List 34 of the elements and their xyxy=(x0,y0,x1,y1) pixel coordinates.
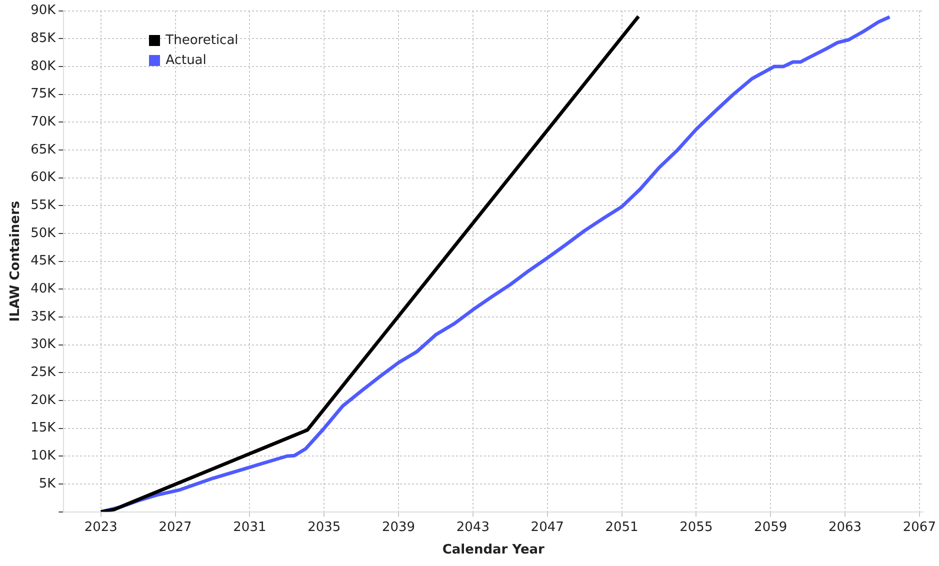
y-tick-label: 10K xyxy=(30,448,56,464)
x-tick-label: 2023 xyxy=(84,520,118,535)
y-tick-label: 85K xyxy=(30,31,56,46)
legend-label: Actual xyxy=(166,53,206,68)
y-tick-label: 50K xyxy=(30,226,56,241)
y-tick-label: 5K xyxy=(38,476,56,492)
y-tick-label: 15K xyxy=(30,420,56,436)
legend-label: Theoretical xyxy=(166,33,238,48)
x-tick-label: 2063 xyxy=(828,520,862,535)
y-tick-label: 75K xyxy=(30,86,56,102)
x-tick-label: 2059 xyxy=(754,520,788,535)
x-tick-label: 2067 xyxy=(902,520,936,535)
x-tick-label: 2031 xyxy=(233,520,266,535)
x-tick-label: 2055 xyxy=(680,520,713,535)
y-tick-label: 35K xyxy=(30,309,56,324)
y-tick-label: 55K xyxy=(30,198,56,214)
y-axis-title: ILAW Containers xyxy=(8,200,24,322)
x-tick-label: 2027 xyxy=(158,520,192,535)
x-tick-label: 2043 xyxy=(456,520,490,535)
y-tick-label: 80K xyxy=(30,58,56,74)
y-tick-label: 70K xyxy=(30,114,56,130)
x-tick-label: 2035 xyxy=(308,520,341,535)
x-tick-label: 2051 xyxy=(605,520,638,535)
x-tick-label: 2039 xyxy=(382,520,416,535)
y-tick-label: 65K xyxy=(30,142,56,158)
y-tick-label: 30K xyxy=(30,337,56,352)
y-tick-label: 20K xyxy=(30,392,56,408)
x-tick-label: 2047 xyxy=(530,520,564,535)
y-tick-label: 45K xyxy=(30,254,56,269)
y-tick-label: 90K xyxy=(30,3,56,18)
y-tick-label: 25K xyxy=(30,365,56,380)
y-tick-label: 40K xyxy=(30,282,56,297)
x-axis-title: Calendar Year xyxy=(442,542,546,558)
y-tick-label: 60K xyxy=(30,170,56,186)
